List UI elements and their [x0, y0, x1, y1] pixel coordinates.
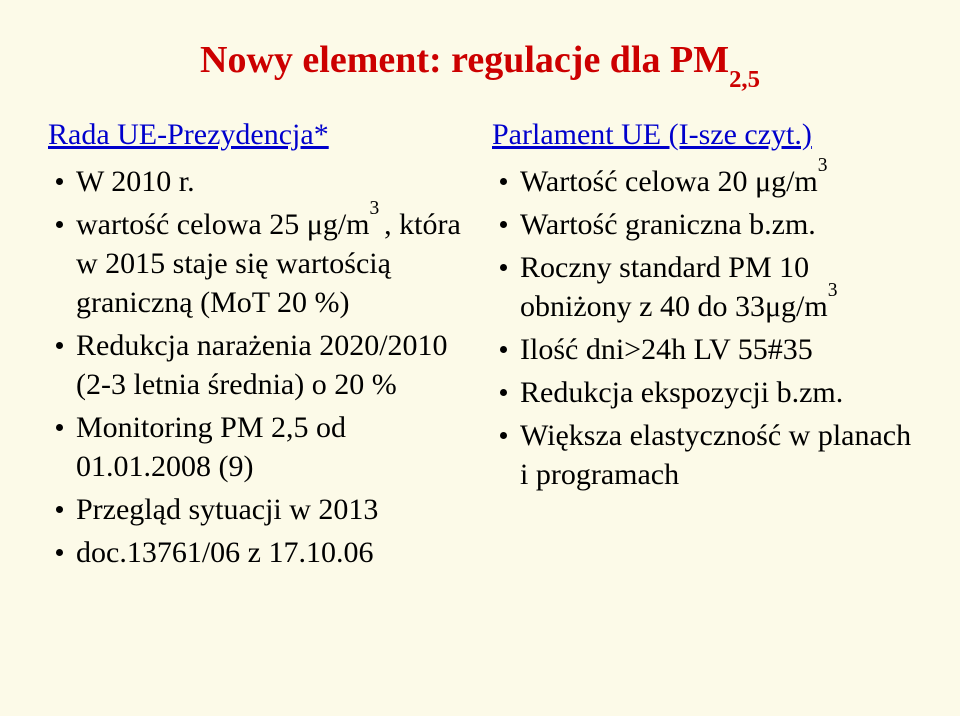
right-bullet-list: Wartość celowa 20 μg/m3 Wartość graniczn…: [492, 162, 912, 494]
left-heading: Rada UE-Prezydencja*: [48, 116, 468, 154]
left-bullet-list: W 2010 r. wartość celowa 25 μg/m3 , któr…: [48, 162, 468, 572]
columns: Rada UE-Prezydencja* W 2010 r. wartość c…: [48, 116, 912, 576]
list-item: doc.13761/06 z 17.10.06: [48, 533, 468, 572]
list-item: Monitoring PM 2,5 od 01.01.2008 (9): [48, 408, 468, 486]
list-item: W 2010 r.: [48, 162, 468, 201]
title-subscript: 2,5: [729, 66, 760, 93]
list-item: Ilość dni>24h LV 55#35: [492, 330, 912, 369]
list-item: Wartość graniczna b.zm.: [492, 205, 912, 244]
list-item: wartość celowa 25 μg/m3 , która w 2015 s…: [48, 205, 468, 322]
list-item: Roczny standard PM 10 obniżony z 40 do 3…: [492, 248, 912, 326]
list-item: Wartość celowa 20 μg/m3: [492, 162, 912, 201]
list-item: Redukcja ekspozycji b.zm.: [492, 373, 912, 412]
right-heading: Parlament UE (I-sze czyt.): [492, 116, 912, 154]
right-column: Parlament UE (I-sze czyt.) Wartość celow…: [480, 116, 912, 576]
slide: Nowy element: regulacje dla PM2,5 Rada U…: [0, 0, 960, 716]
list-item: Większa elastyczność w planach i program…: [492, 416, 912, 494]
list-item: Przegląd sytuacji w 2013: [48, 490, 468, 529]
slide-title: Nowy element: regulacje dla PM2,5: [48, 38, 912, 82]
title-text: Nowy element: regulacje dla PM: [200, 39, 729, 81]
list-item: Redukcja narażenia 2020/2010 (2-3 letnia…: [48, 326, 468, 404]
left-column: Rada UE-Prezydencja* W 2010 r. wartość c…: [48, 116, 480, 576]
